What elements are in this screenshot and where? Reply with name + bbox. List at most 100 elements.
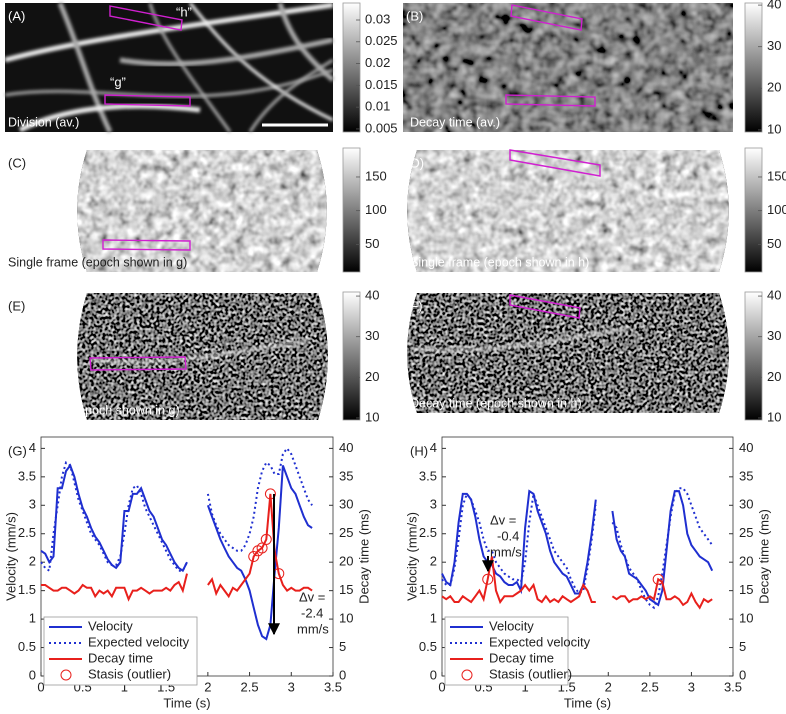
panel-caption: Decay time (av.)	[410, 115, 500, 129]
legend-label: Expected velocity	[489, 634, 591, 649]
panel-letter: (D)	[406, 155, 424, 170]
colorbar-tick-label: 50	[767, 236, 781, 251]
y2-tick-label: 5	[739, 639, 746, 654]
panel-caption: Decay time (epoch shown in g)	[8, 403, 180, 417]
charts: (G)0 0.5 1 1.5 2 2.5 3 3.500.511.522.533.540510…	[3, 436, 771, 710]
x-axis-title: Time (s)	[163, 695, 210, 710]
annotation: mm/s	[490, 544, 522, 559]
roi-outline	[109, 5, 183, 31]
legend-label: Velocity	[88, 618, 133, 633]
y-tick-label: 3	[430, 497, 437, 512]
y2-tick-label: 30	[339, 497, 353, 512]
y-tick-label: 4	[29, 440, 36, 455]
image-background	[5, 3, 333, 132]
roi-outline	[509, 294, 581, 319]
y2-tick-label: 40	[739, 440, 753, 455]
x-axis-title: Time (s)	[564, 695, 611, 710]
panel-caption: Division (av.)	[8, 115, 79, 129]
panel-letter: (C)	[8, 155, 26, 170]
x-tick-label: 2	[204, 679, 211, 694]
colorbar-tick-label: 20	[767, 80, 781, 95]
y2-tick-label: 20	[339, 554, 353, 569]
vessel	[18, 103, 201, 133]
plot-frame	[441, 436, 734, 677]
colorbar-tick-label: 150	[767, 168, 786, 183]
image-panel: (B) Decay time (av.) 10 20 30 40	[403, 0, 781, 136]
series-line	[441, 487, 714, 610]
legend-label: Velocity	[489, 618, 534, 633]
roi-label: “h”	[176, 4, 192, 19]
colorbar-tick-label: 0.015	[365, 77, 398, 92]
image-panel: (E) Decay time (epoch shown in g) 10 20 30 40	[8, 288, 379, 425]
colorbar-tick-label: 30	[767, 328, 781, 343]
roi-outline	[104, 94, 191, 107]
chart-label: (H)	[410, 443, 428, 458]
series-line	[441, 556, 713, 610]
colorbar	[342, 147, 361, 273]
annotation: -0.4	[497, 528, 519, 543]
panel-caption: Decay time (epoch shown in h)	[410, 396, 582, 410]
legend-label: Decay time	[88, 650, 153, 665]
vessel	[148, 2, 232, 133]
y-tick-label: 1.5	[18, 582, 36, 597]
x-tick-label: 3	[688, 679, 695, 694]
y-tick-label: 2	[430, 554, 437, 569]
y2-tick-label: 15	[339, 582, 353, 597]
legend-label: Expected velocity	[88, 634, 190, 649]
colorbar	[744, 2, 763, 133]
y2-axis-title: Decay time (ms)	[356, 509, 371, 604]
y-tick-label: 0	[430, 667, 437, 682]
y2-tick-label: 40	[339, 440, 353, 455]
y2-tick-label: 35	[739, 468, 753, 483]
legend-marker	[461, 669, 473, 681]
y-tick-label: 3.5	[18, 468, 36, 483]
annotation: -2.4	[301, 605, 323, 620]
line-chart: (H)0 0.5 1 1.5 2 2.5 3 3.500.511.522.533.540510…	[404, 436, 771, 710]
y2-tick-label: 10	[339, 611, 353, 626]
roi-outline	[505, 94, 596, 107]
y-axis-title: Velocity (mm/s)	[3, 512, 18, 601]
vessel	[277, 2, 335, 82]
y-tick-label: 2.5	[419, 525, 437, 540]
y-tick-label: 2	[29, 554, 36, 569]
x-tick-label: 2	[605, 679, 612, 694]
legend-marker	[60, 669, 72, 681]
image-panel: (F) Decay time (epoch shown in h) 10 20 30 40	[406, 288, 781, 425]
vessel	[248, 58, 334, 133]
colorbar-tick-label: 0.005	[365, 120, 398, 135]
roi-outline	[510, 4, 583, 31]
y-tick-label: 1.5	[419, 582, 437, 597]
stasis-marker	[482, 573, 494, 585]
annotation: Δv =	[299, 589, 325, 604]
series-line	[40, 463, 313, 641]
x-tick-label: 3.5	[324, 679, 342, 694]
x-tick-label: 1	[522, 679, 529, 694]
roi-outline	[509, 149, 601, 177]
y2-tick-label: 25	[339, 525, 353, 540]
colorbar-tick-label: 30	[767, 38, 781, 53]
colorbar-tick-label: 40	[767, 288, 781, 303]
x-tick-label: 2.5	[241, 679, 259, 694]
panel-letter: (E)	[8, 298, 25, 313]
x-tick-label: 3	[288, 679, 295, 694]
colorbar-tick-label: 20	[767, 369, 781, 384]
y-tick-label: 0.5	[419, 639, 437, 654]
series-line	[41, 493, 313, 602]
colorbar-tick-label: 50	[365, 236, 379, 251]
y-tick-label: 3.5	[419, 468, 437, 483]
x-tick-label: 0	[438, 679, 445, 694]
colorbar	[744, 291, 763, 421]
colorbar-tick-label: 10	[767, 409, 781, 424]
y-tick-label: 2.5	[18, 525, 36, 540]
colorbar-tick-label: 40	[365, 288, 379, 303]
annotation: Δv =	[490, 512, 516, 527]
bright-band	[89, 338, 311, 364]
y2-axis-title: Decay time (ms)	[756, 509, 771, 604]
x-tick-label: 1	[121, 679, 128, 694]
panel-letter: (A)	[8, 8, 25, 23]
panel-caption: Single frame (epoch shown in h)	[410, 255, 589, 269]
image-panels: “h” “g” (A) Division (av.) 0.005 0.01 0.015 0.0…	[4, 0, 786, 425]
y-tick-label: 0.5	[18, 639, 36, 654]
